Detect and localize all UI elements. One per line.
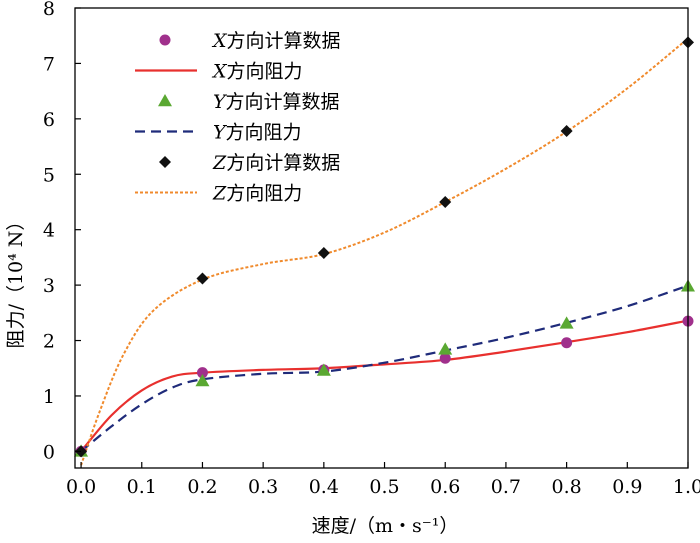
legend-label-text: 方向计算数据 (227, 30, 341, 52)
x-axis-title: 速度/（m・s⁻¹） (312, 515, 459, 537)
curve-y_fit (80, 284, 689, 453)
y-tick-label-7: 7 (43, 53, 55, 75)
x-tick-label-1: 0.1 (127, 476, 157, 498)
legend-label-text: 方向计算数据 (226, 91, 340, 113)
y-tick-label-8: 8 (43, 0, 55, 20)
axes: 0.0 0.1 0.2 0.3 0.4 0.5 0.6 0.7 0.8 0.9 1.0 0 1 2 3 4 5 6… (43, 0, 700, 498)
legend-marker-z_calc (159, 156, 171, 168)
point-z_calc-1 (196, 272, 209, 285)
x-tick-label-6: 0.6 (430, 476, 460, 498)
legend-axis-letter: Z (212, 152, 227, 174)
legend-label-y_calc: Y方向计算数据 (213, 91, 340, 113)
legend-axis-letter: Y (213, 91, 228, 113)
point-z_calc-3 (439, 195, 452, 208)
y-axis-title: 阻力/（10⁴ N） (5, 212, 27, 349)
x-tick-label-5: 0.5 (369, 476, 399, 498)
legend-label-y_fit: Y方向阻力 (213, 122, 302, 144)
legend-label-z_calc: Z方向计算数据 (212, 152, 340, 174)
y-tick-label-5: 5 (43, 164, 55, 186)
y-tick-label-6: 6 (43, 109, 55, 131)
x-tick-label-7: 0.7 (491, 476, 521, 498)
x-tick-label-4: 0.4 (309, 476, 339, 498)
legend-label-z_fit: Z方向阻力 (212, 183, 302, 205)
y-tick-label-2: 2 (43, 331, 55, 353)
x-tick-label-10: 1.0 (673, 476, 700, 498)
curve-x_fit (80, 319, 689, 453)
legend-axis-letter: Y (213, 122, 228, 144)
legend-axis-letter: Z (212, 183, 227, 205)
y-tick-label-1: 1 (43, 386, 55, 408)
point-y_calc-4 (559, 316, 574, 329)
point-x_calc-3 (439, 352, 451, 364)
legend-marker-y_calc (158, 94, 172, 107)
legend-label-text: 方向阻力 (226, 122, 302, 144)
fit-curves (80, 37, 689, 466)
data-markers (74, 36, 695, 458)
x-tick-label-2: 0.2 (187, 476, 217, 498)
y-tick-label-4: 4 (43, 220, 55, 242)
point-z_calc-2 (317, 246, 330, 259)
plot-frame (74, 7, 689, 469)
legend-axis-letter: X (211, 30, 228, 52)
point-z_calc-4 (560, 125, 573, 138)
point-y_calc-2 (316, 363, 331, 376)
curve-z_fit (80, 37, 689, 466)
point-x_calc-4 (561, 337, 573, 349)
legend-axis-letter: X (211, 61, 228, 83)
legend-label-x_fit: X方向阻力 (211, 61, 303, 83)
x-tick-label-9: 0.9 (612, 476, 642, 498)
point-z_calc-0 (75, 445, 88, 458)
y-tick-label-3: 3 (43, 275, 55, 297)
y-tick-label-0: 0 (43, 441, 55, 463)
legend-label-text: 方向阻力 (227, 61, 303, 83)
legend-marker-x_calc (159, 34, 171, 46)
x-tick-label-8: 0.8 (552, 476, 582, 498)
legend-label-text: 方向阻力 (226, 183, 302, 205)
legend-label-text: 方向计算数据 (226, 152, 340, 174)
x-tick-label-0: 0.0 (66, 476, 96, 498)
legend-label-x_calc: X方向计算数据 (211, 30, 341, 52)
point-x_calc-1 (196, 367, 208, 379)
point-y_calc-3 (438, 342, 453, 355)
point-y_calc-1 (195, 373, 210, 387)
x-tick-label-3: 0.3 (248, 476, 278, 498)
